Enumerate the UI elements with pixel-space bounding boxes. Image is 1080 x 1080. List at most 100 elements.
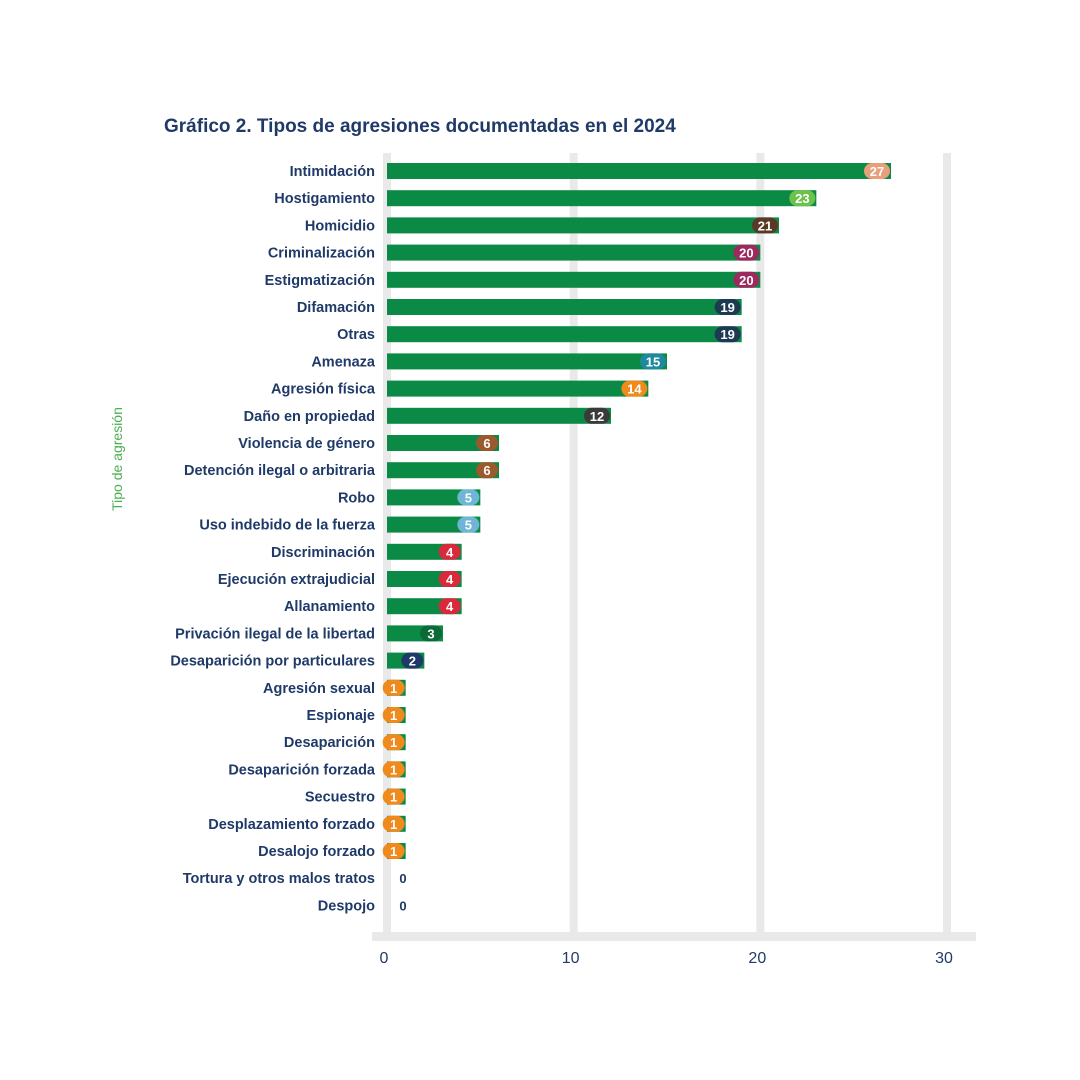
data-label: 0 [399, 898, 406, 913]
category-label: Allanamiento [284, 599, 375, 615]
data-label: 14 [627, 382, 642, 397]
data-label: 12 [590, 409, 604, 424]
value-badge [733, 244, 760, 261]
gridline [383, 153, 391, 933]
data-label: 23 [795, 191, 809, 206]
value-badge [714, 326, 741, 343]
value-badge [401, 652, 424, 669]
bar [387, 489, 481, 506]
data-label: 4 [446, 572, 454, 587]
category-label: Robo [338, 490, 375, 506]
category-label: Agresión sexual [263, 681, 375, 697]
category-label: Agresión física [271, 382, 376, 398]
data-label: 1 [390, 681, 397, 696]
category-label: Despojo [318, 898, 375, 914]
value-badge [640, 353, 666, 370]
bar [387, 163, 891, 179]
category-label: Desaparición forzada [228, 762, 376, 778]
gridline [569, 153, 578, 933]
value-badge [476, 462, 498, 479]
x-tick-label: 20 [748, 950, 766, 967]
data-label: 15 [646, 354, 660, 369]
bar [387, 435, 499, 451]
data-label: 19 [720, 327, 734, 342]
bar [387, 271, 761, 288]
data-label: 1 [390, 844, 397, 859]
category-label: Otras [337, 327, 375, 343]
category-label: Estigmatización [265, 273, 375, 289]
data-label: 2 [409, 654, 416, 669]
category-label: Discriminación [271, 545, 375, 561]
data-label: 27 [870, 164, 884, 179]
data-label: 4 [446, 599, 454, 614]
category-label: Criminalización [268, 246, 375, 262]
category-label: Uso indebido de la fuerza [199, 518, 376, 534]
category-label: Intimidación [290, 164, 375, 180]
data-label: 20 [739, 246, 753, 261]
category-label: Secuestro [305, 790, 375, 806]
category-label: Tortura y otros malos tratos [183, 871, 375, 887]
bar [387, 462, 499, 479]
data-label: 1 [390, 790, 397, 805]
value-badge [382, 843, 405, 859]
value-badge [382, 815, 405, 832]
category-label: Desplazamiento forzado [208, 817, 375, 833]
value-badge [733, 271, 760, 288]
data-label: 1 [390, 735, 397, 750]
category-label: Espionaje [307, 708, 376, 724]
data-label: 1 [390, 708, 397, 723]
category-label: Amenaza [311, 354, 376, 370]
gridline [756, 153, 765, 933]
x-tick-label: 10 [562, 950, 580, 967]
data-label: 6 [483, 436, 490, 451]
category-label: Desaparición por particulares [170, 654, 375, 670]
category-label: Desalojo forzado [258, 844, 375, 860]
value-badge [476, 435, 498, 451]
category-label: Desaparición [284, 735, 375, 751]
value-badge [382, 679, 405, 696]
x-axis-line [372, 932, 976, 941]
data-label: 19 [720, 300, 734, 315]
value-badge [438, 598, 461, 615]
data-label: 1 [390, 762, 397, 777]
value-badge [457, 489, 480, 506]
value-badge [752, 217, 778, 234]
value-badge [621, 380, 648, 397]
category-label: Daño en propiedad [244, 409, 375, 425]
value-badge [457, 516, 480, 533]
bar [387, 244, 761, 261]
value-badge [382, 707, 405, 723]
data-label: 5 [465, 490, 472, 505]
category-label: Privación ilegal de la libertad [175, 626, 375, 642]
bar [387, 353, 667, 370]
value-badge [382, 734, 405, 751]
data-label: 3 [427, 626, 434, 641]
data-label: 20 [739, 273, 753, 288]
bar [387, 516, 481, 533]
category-label: Homicidio [305, 218, 375, 234]
value-badge [584, 407, 610, 424]
category-label: Ejecución extrajudicial [218, 572, 375, 588]
category-label: Detención ilegal o arbitraria [184, 463, 376, 479]
x-tick-label: 30 [935, 950, 953, 967]
value-badge [438, 543, 461, 560]
data-label: 6 [483, 463, 490, 478]
category-label: Difamación [297, 300, 375, 316]
value-badge [864, 163, 890, 179]
data-label: 4 [446, 545, 454, 560]
bar [387, 407, 611, 424]
category-label: Hostigamiento [274, 191, 375, 207]
x-tick-label: 0 [380, 950, 389, 967]
gridline [943, 153, 951, 933]
value-badge [382, 788, 405, 805]
category-label: Violencia de género [238, 436, 375, 452]
value-badge [382, 761, 405, 778]
bar [387, 299, 742, 315]
value-badge [420, 625, 442, 642]
chart-title: Gráfico 2. Tipos de agresiones documenta… [164, 116, 676, 137]
bar [387, 190, 817, 207]
data-label: 1 [390, 817, 397, 832]
value-badge [438, 571, 461, 587]
data-label: 21 [758, 218, 772, 233]
